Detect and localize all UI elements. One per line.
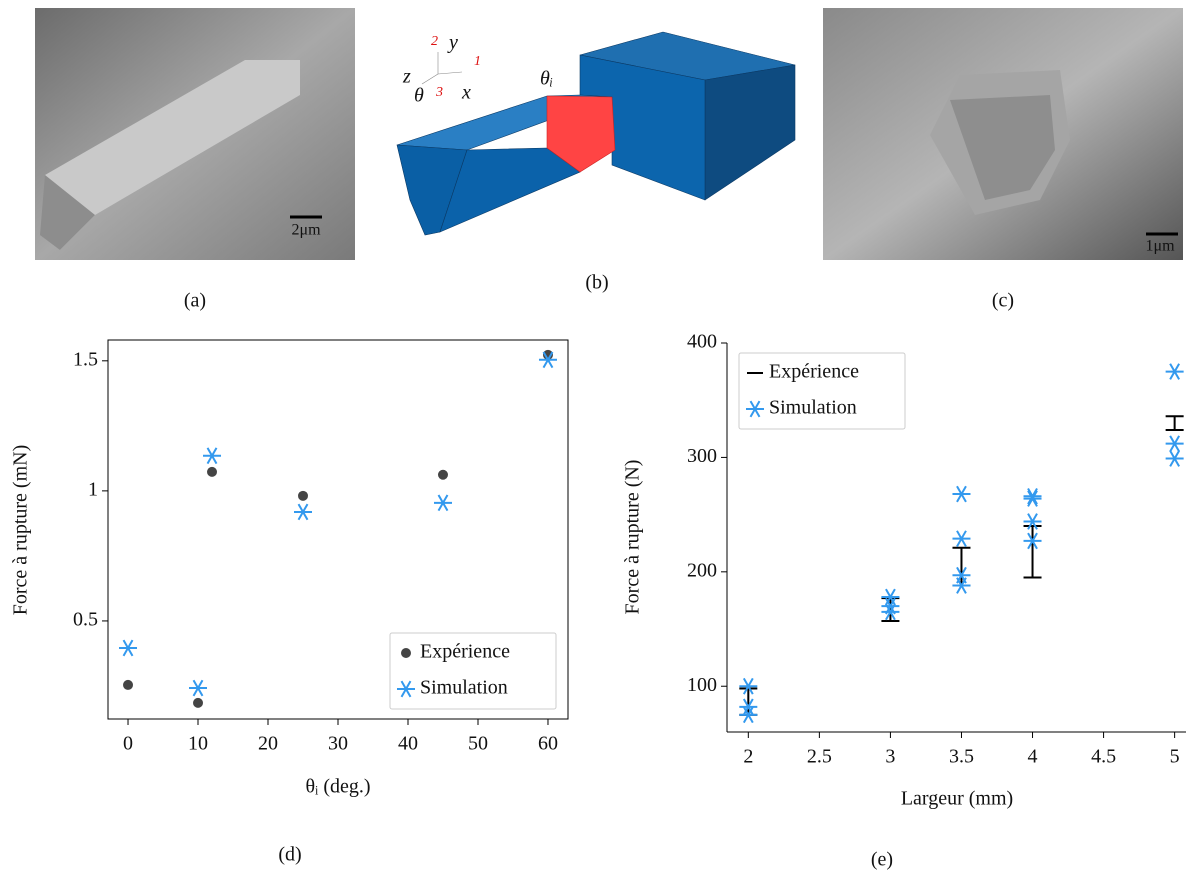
x-tick-label: 3.5 — [949, 746, 974, 768]
point — [1023, 532, 1042, 550]
point — [123, 679, 134, 690]
y-tick-label: 300 — [687, 445, 717, 467]
x-tick-label: 3 — [885, 746, 895, 768]
point — [193, 697, 204, 708]
scale-label: 1μm — [1145, 238, 1175, 255]
error-bar — [1023, 525, 1042, 579]
dir-label: 2 — [431, 34, 438, 49]
x-tick-label: 60 — [538, 733, 558, 755]
x-tick-label: 50 — [468, 733, 488, 755]
point — [119, 639, 138, 657]
point — [881, 603, 900, 621]
x-tick-label: 40 — [398, 733, 418, 755]
y-axis-label: Force à rupture (N) — [622, 460, 644, 615]
dir-label: 3 — [435, 85, 443, 100]
error-bar — [1165, 415, 1184, 431]
caption: (b) — [585, 272, 608, 294]
point — [739, 698, 758, 716]
point — [739, 677, 758, 695]
legend-label: Simulation — [769, 397, 857, 419]
error-bar — [739, 687, 758, 716]
micrograph-c: 1μm — [823, 8, 1183, 260]
y-tick-label: 100 — [687, 674, 717, 696]
legend-marker — [397, 680, 415, 698]
legend-marker — [746, 400, 764, 418]
angle-label: θᵢ — [540, 68, 553, 90]
point — [1165, 435, 1184, 453]
legend-marker — [401, 648, 411, 658]
y-tick-label: 400 — [687, 331, 717, 353]
legend-label: Expérience — [420, 641, 510, 663]
y-tick-label: 0.5 — [73, 609, 98, 631]
x-tick-label: 0 — [123, 733, 133, 755]
point — [1023, 513, 1042, 530]
dir-label: 1 — [474, 54, 481, 69]
x-tick-label: 30 — [328, 733, 348, 755]
caption: (c) — [992, 290, 1014, 312]
caption: (e) — [871, 849, 893, 871]
error-bar — [952, 546, 971, 587]
point — [437, 469, 448, 480]
x-tick-label: 10 — [188, 733, 208, 755]
legend-label: Expérience — [769, 361, 859, 383]
y-tick-label: 1.5 — [73, 348, 98, 370]
diagram-b — [396, 31, 796, 236]
point — [952, 577, 971, 594]
x-axis-label: θᵢ (deg.) — [305, 776, 370, 798]
legend-label: Simulation — [420, 677, 508, 699]
axis-label: z — [402, 66, 411, 88]
point — [739, 706, 758, 724]
axis-label: y — [447, 32, 458, 54]
x-tick-label: 4 — [1028, 746, 1038, 768]
x-tick-label: 2 — [743, 746, 753, 768]
caption: (d) — [278, 844, 301, 866]
point — [1023, 490, 1042, 507]
legend-box — [738, 352, 906, 430]
point — [538, 351, 557, 369]
axis-label: θ — [414, 85, 424, 107]
point — [294, 503, 313, 521]
point — [952, 530, 971, 547]
x-tick-label: 20 — [258, 733, 278, 755]
error-bar — [881, 597, 900, 623]
point — [1165, 363, 1184, 380]
y-tick-label: 200 — [687, 559, 717, 581]
point — [298, 490, 309, 501]
x-tick-label: 5 — [1170, 746, 1180, 768]
point — [952, 485, 971, 503]
caption: (a) — [184, 290, 206, 312]
point — [1165, 450, 1184, 467]
y-tick-label: 1 — [88, 478, 98, 500]
point — [1023, 487, 1042, 505]
micrograph-a: 2μm — [35, 8, 355, 260]
x-tick-label: 2.5 — [807, 746, 832, 768]
point — [207, 466, 218, 477]
point — [433, 494, 452, 512]
axis-label: x — [461, 82, 471, 104]
x-tick-label: 4.5 — [1091, 746, 1116, 768]
x-axis-label: Largeur (mm) — [901, 788, 1013, 810]
y-axis-label: Force à rupture (mN) — [10, 445, 32, 616]
point — [203, 447, 222, 465]
legend-box — [389, 632, 557, 710]
scale-label: 2μm — [291, 222, 321, 239]
point — [189, 679, 208, 697]
